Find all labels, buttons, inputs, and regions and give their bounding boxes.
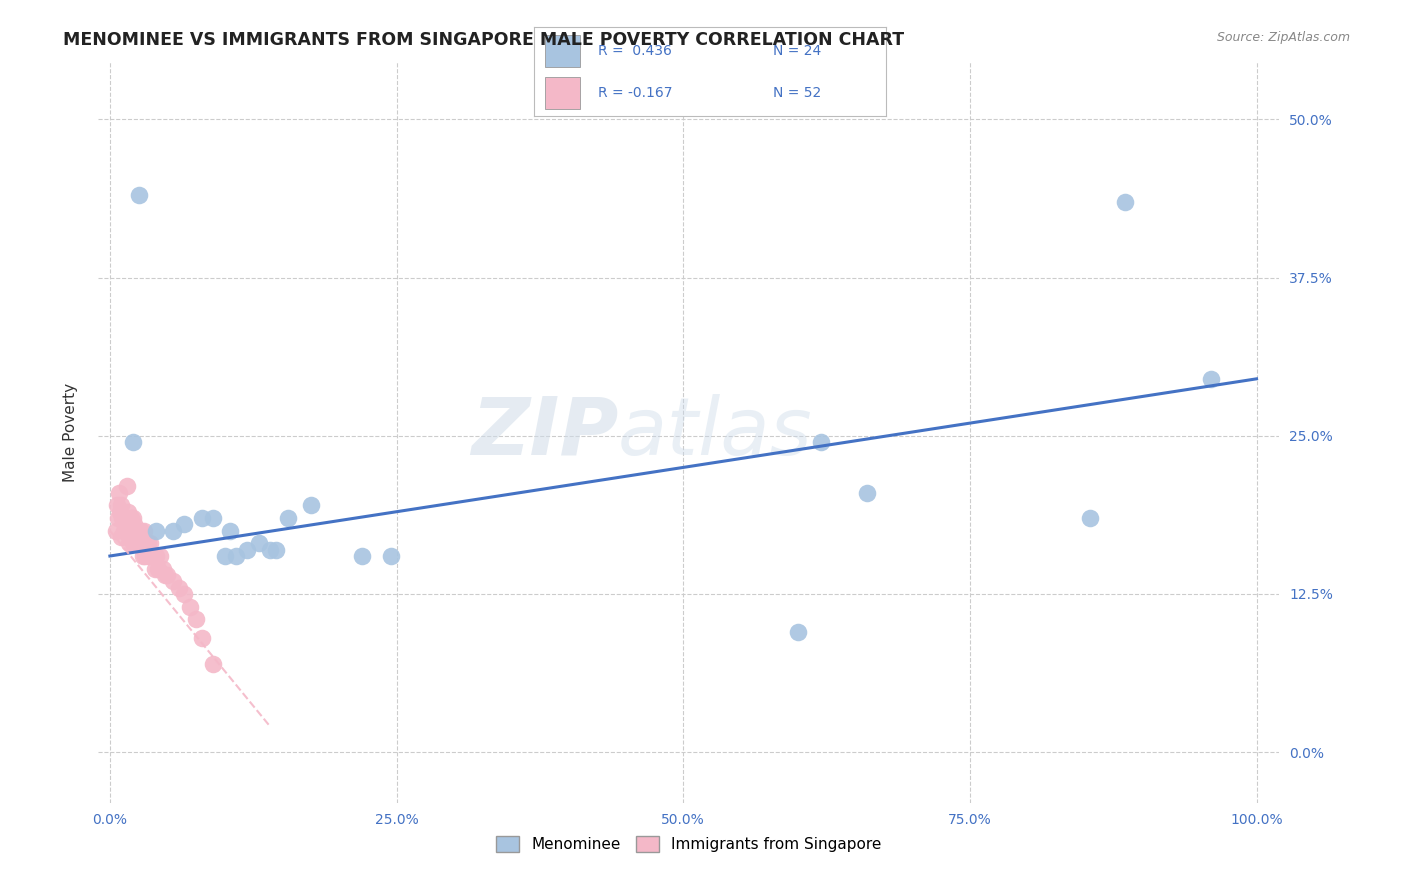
Point (152, 562, 174, 576)
Point (125, 524, 148, 538)
Point (352, 549, 374, 563)
Point (115, 479, 138, 493)
Point (236, 542, 259, 557)
Point (190, 511, 212, 525)
Point (136, 536, 159, 550)
Point (145, 549, 167, 563)
Point (124, 524, 146, 538)
Y-axis label: Male Poverty: Male Poverty (63, 383, 77, 483)
Point (162, 574, 184, 589)
Text: N = 52: N = 52 (773, 86, 821, 100)
Point (128, 188, 150, 202)
Point (162, 524, 184, 538)
Point (104, 524, 127, 538)
Point (219, 524, 242, 538)
Point (214, 549, 236, 563)
Point (122, 517, 145, 532)
Point (247, 536, 270, 550)
Point (115, 511, 138, 525)
Point (114, 511, 136, 525)
Point (115, 517, 138, 532)
Point (131, 536, 153, 550)
Point (143, 562, 166, 576)
Point (110, 530, 132, 544)
Point (1114, 194, 1136, 209)
Point (1199, 372, 1222, 386)
Point (135, 536, 157, 550)
Point (127, 536, 149, 550)
Point (118, 536, 141, 550)
Point (129, 524, 152, 538)
Point (134, 524, 156, 538)
Point (299, 499, 322, 513)
Point (380, 549, 402, 563)
Point (120, 511, 142, 525)
FancyBboxPatch shape (544, 35, 581, 67)
Point (167, 581, 190, 595)
Point (121, 511, 143, 525)
Point (184, 612, 207, 626)
Point (202, 657, 225, 671)
Point (156, 568, 179, 582)
Point (1078, 511, 1101, 525)
Point (277, 511, 299, 525)
Point (132, 549, 155, 563)
Point (105, 499, 128, 513)
Point (173, 587, 195, 601)
Point (121, 524, 143, 538)
Text: atlas: atlas (619, 393, 813, 472)
Point (259, 542, 281, 557)
Text: N = 24: N = 24 (773, 44, 821, 58)
Point (149, 549, 172, 563)
Point (225, 549, 247, 563)
Point (138, 549, 160, 563)
Point (110, 499, 132, 513)
Text: R = -0.167: R = -0.167 (598, 86, 672, 100)
Point (190, 632, 212, 646)
Point (139, 536, 162, 550)
Text: Source: ZipAtlas.com: Source: ZipAtlas.com (1216, 31, 1350, 45)
Point (121, 536, 143, 550)
Point (134, 549, 156, 563)
Point (145, 524, 167, 538)
Point (264, 542, 287, 557)
Point (786, 624, 808, 639)
Point (112, 524, 135, 538)
Point (146, 562, 169, 576)
Point (141, 549, 163, 563)
Point (121, 435, 143, 450)
Point (108, 505, 131, 519)
Point (128, 524, 150, 538)
FancyBboxPatch shape (544, 77, 581, 109)
Point (855, 485, 877, 500)
Text: ZIP: ZIP (471, 393, 619, 472)
Point (128, 536, 150, 550)
Point (142, 549, 165, 563)
Point (179, 599, 201, 614)
Text: R =  0.436: R = 0.436 (598, 44, 672, 58)
Point (202, 511, 225, 525)
Legend: Menominee, Immigrants from Singapore: Menominee, Immigrants from Singapore (491, 830, 887, 858)
Point (111, 511, 134, 525)
Point (810, 435, 832, 450)
Text: MENOMINEE VS IMMIGRANTS FROM SINGAPORE MALE POVERTY CORRELATION CHART: MENOMINEE VS IMMIGRANTS FROM SINGAPORE M… (63, 31, 904, 49)
Point (108, 485, 131, 500)
Point (114, 524, 136, 538)
Point (141, 549, 163, 563)
Point (117, 505, 139, 519)
Point (153, 568, 176, 582)
Point (173, 517, 195, 532)
Point (107, 511, 129, 525)
